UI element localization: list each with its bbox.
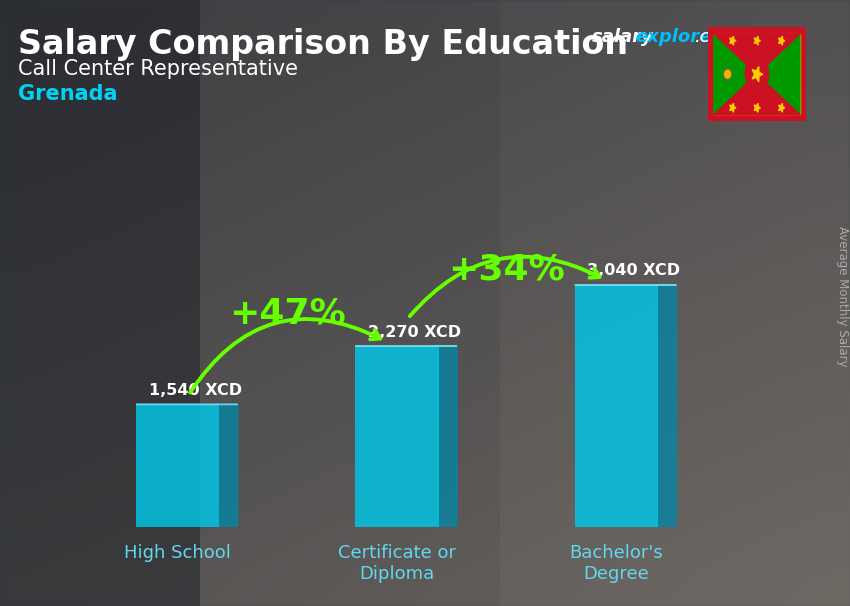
Bar [355,346,439,527]
Polygon shape [754,36,761,45]
Polygon shape [729,103,736,112]
Text: +34%: +34% [448,252,565,286]
Circle shape [745,58,768,90]
Text: 3,040 XCD: 3,040 XCD [587,264,680,278]
Text: Salary Comparison By Education: Salary Comparison By Education [18,28,628,61]
Text: 1,540 XCD: 1,540 XCD [149,383,241,398]
Bar [575,285,658,527]
Polygon shape [439,346,457,527]
Polygon shape [714,75,800,115]
Polygon shape [714,34,800,75]
Bar [136,404,219,527]
Bar [714,34,800,115]
Polygon shape [219,404,238,527]
Circle shape [725,70,730,78]
Polygon shape [754,103,761,112]
Text: salary: salary [592,28,654,46]
Text: 2,270 XCD: 2,270 XCD [368,325,461,340]
Polygon shape [779,36,785,45]
Polygon shape [752,67,762,82]
Polygon shape [779,103,785,112]
Polygon shape [714,34,756,115]
Text: Grenada: Grenada [18,84,117,104]
Polygon shape [729,36,736,45]
Circle shape [722,67,733,82]
Text: Average Monthly Salary: Average Monthly Salary [836,225,849,366]
Polygon shape [658,285,677,527]
Polygon shape [756,34,800,115]
Text: +47%: +47% [229,296,346,330]
Text: explorer: explorer [635,28,720,46]
Text: .com: .com [695,28,740,46]
Text: Call Center Representative: Call Center Representative [18,59,298,79]
